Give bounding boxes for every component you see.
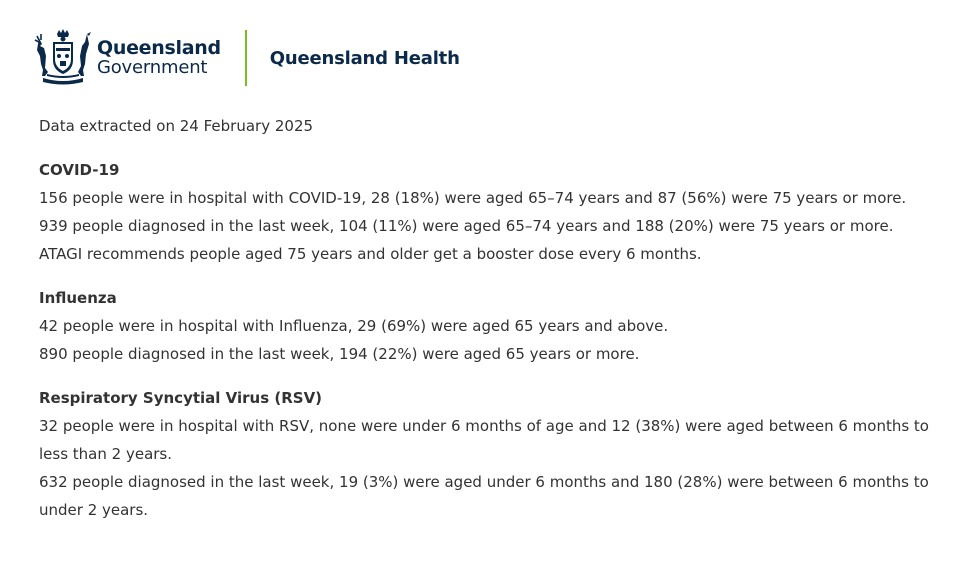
queensland-coat-of-arms-icon (34, 29, 91, 85)
section-line: 32 people were in hospital with RSV, non… (39, 417, 929, 463)
government-wordmark: Queensland Government (97, 38, 221, 78)
report-content: Data extracted on 24 February 2025 COVID… (39, 112, 949, 540)
influenza-section: Influenza 42 people were in hospital wit… (39, 284, 949, 368)
section-line: ATAGI recommends people aged 75 years an… (39, 245, 702, 263)
section-line: 939 people diagnosed in the last week, 1… (39, 217, 894, 235)
extraction-date: Data extracted on 24 February 2025 (39, 117, 314, 135)
covid-section: COVID-19 156 people were in hospital wit… (39, 156, 949, 268)
government-wordmark-line2: Government (97, 57, 208, 78)
section-line: 42 people were in hospital with Influenz… (39, 317, 669, 335)
government-wordmark-line1: Queensland (97, 37, 221, 59)
section-heading: Influenza (39, 289, 117, 307)
site-header: Queensland Government Queensland Health (33, 28, 460, 88)
rsv-section: Respiratory Syncytial Virus (RSV) 32 peo… (39, 384, 949, 524)
section-heading: Respiratory Syncytial Virus (RSV) (39, 389, 323, 407)
section-line: 156 people were in hospital with COVID-1… (39, 189, 907, 207)
section-line: 890 people diagnosed in the last week, 1… (39, 345, 640, 363)
section-heading: COVID-19 (39, 161, 120, 179)
section-line: 632 people diagnosed in the last week, 1… (39, 473, 929, 519)
department-title: Queensland Health (269, 47, 460, 69)
header-divider (244, 30, 247, 86)
